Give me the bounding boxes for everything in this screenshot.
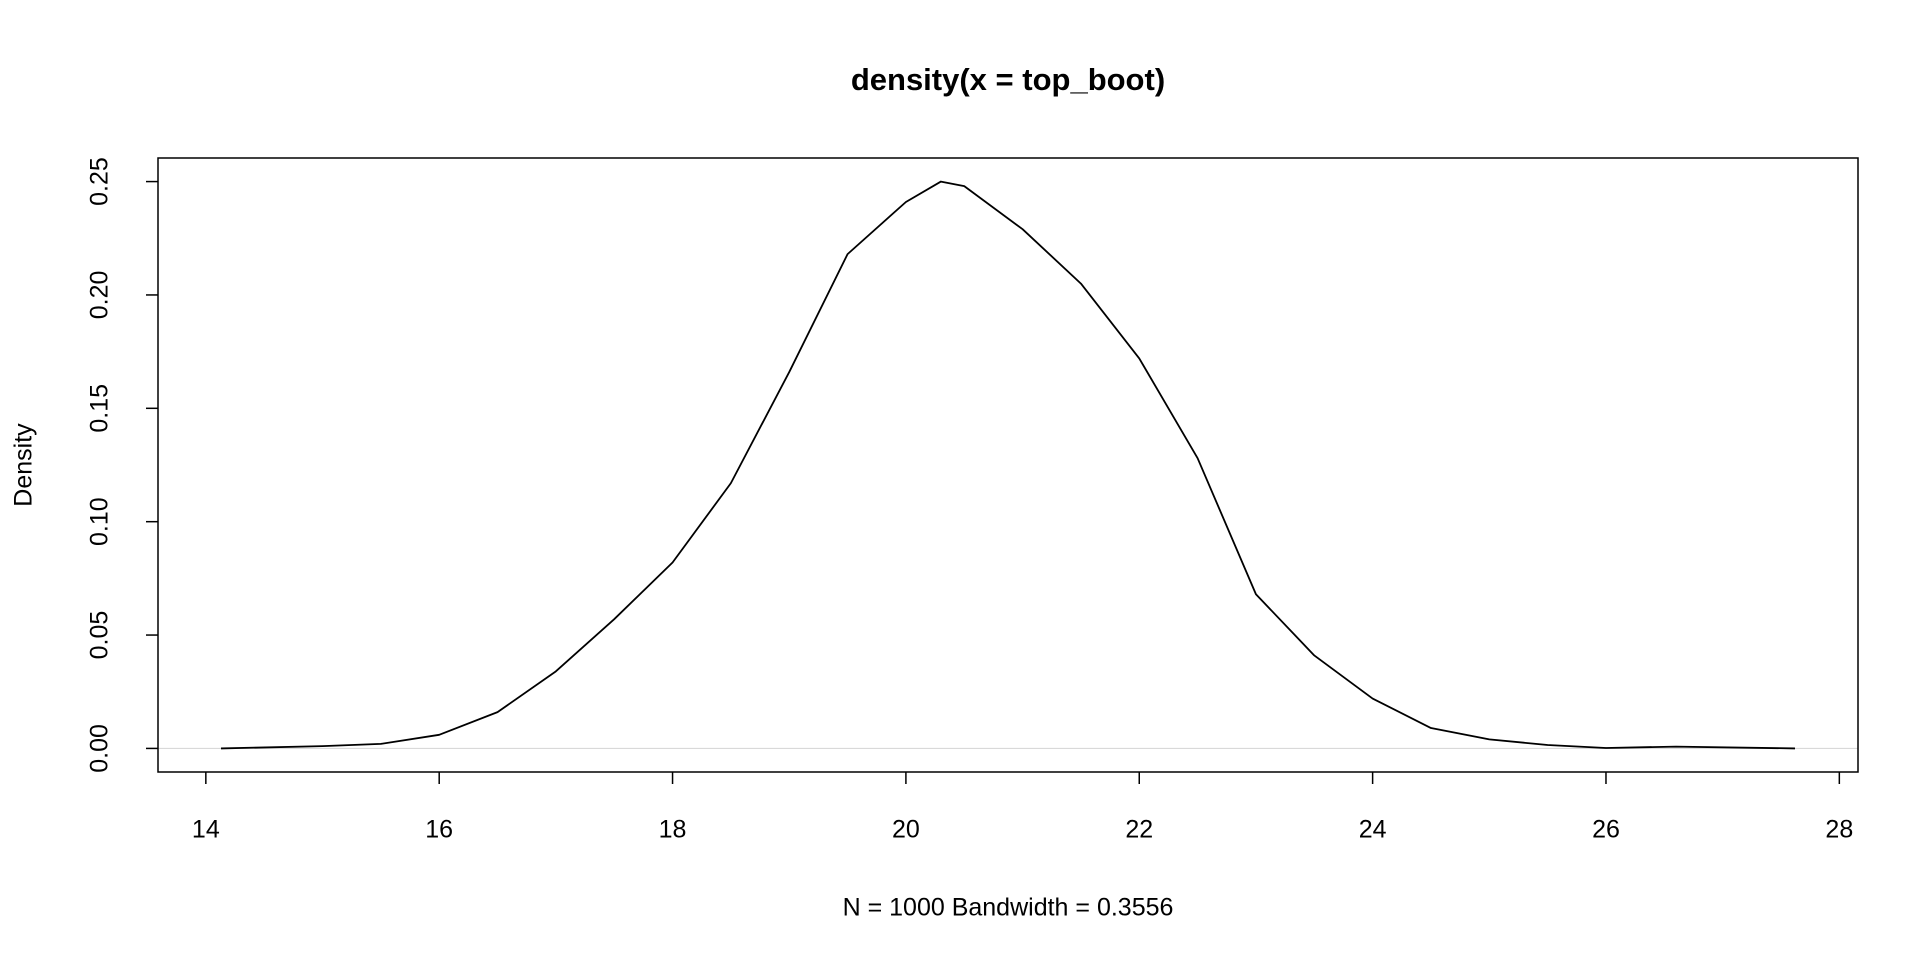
y-tick-label: 0.05 xyxy=(86,611,114,660)
y-tick-label: 0.15 xyxy=(86,384,114,433)
chart-title: density(x = top_boot) xyxy=(851,62,1165,97)
x-tick-label: 24 xyxy=(1359,816,1387,844)
y-tick-label: 0.20 xyxy=(86,271,114,320)
x-tick-label: 22 xyxy=(1125,816,1153,844)
x-tick-label: 26 xyxy=(1592,816,1620,844)
y-tick-label: 0.10 xyxy=(86,497,114,546)
y-axis-label: Density xyxy=(10,423,38,507)
x-tick-label: 20 xyxy=(892,816,920,844)
y-tick-label: 0.25 xyxy=(86,157,114,206)
plot-frame xyxy=(157,157,1859,773)
x-tick-label: 18 xyxy=(659,816,687,844)
density-line xyxy=(220,180,1796,750)
x-tick-label: 16 xyxy=(425,816,453,844)
x-tick-label: 28 xyxy=(1825,816,1853,844)
x-axis-label: N = 1000 Bandwidth = 0.3556 xyxy=(843,894,1174,922)
x-tick-label: 14 xyxy=(192,816,220,844)
y-tick-label: 0.00 xyxy=(86,724,114,773)
